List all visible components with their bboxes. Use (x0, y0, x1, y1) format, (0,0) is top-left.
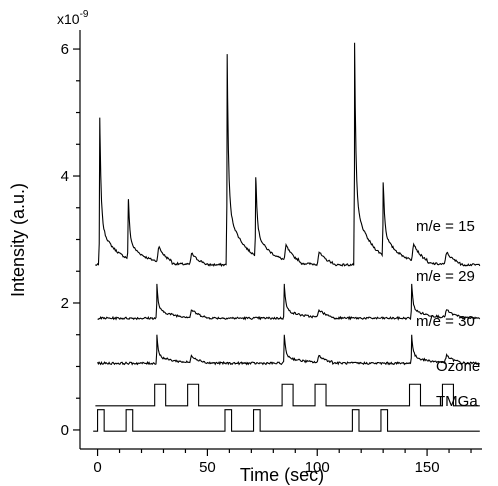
y-multiplier-label: x10-9 (57, 9, 89, 27)
trace-line-1 (97, 283, 481, 321)
x-tick-label: 150 (415, 459, 440, 476)
x-tick-label: 100 (305, 459, 330, 476)
y-tick-label: 6 (61, 41, 69, 58)
series-label: TMGa (436, 393, 478, 410)
series-label: m/e = 15 (416, 218, 475, 235)
y-multiplier-exponent: -9 (80, 9, 89, 20)
pulse-line-4 (93, 409, 480, 432)
y-tick-label: 0 (61, 422, 69, 439)
series-label: m/e = 30 (416, 313, 475, 330)
pulse-line-3 (95, 383, 480, 407)
y-tick-label: 4 (61, 168, 69, 185)
series-label: Ozone (436, 358, 480, 375)
series-label: m/e = 29 (416, 268, 475, 285)
y-tick-label: 2 (61, 295, 69, 312)
trace-group (93, 42, 481, 432)
y-axis-title: Intensity (a.u.) (8, 183, 28, 297)
x-axis-title: Time (sec) (240, 465, 324, 485)
series-label-group: m/e = 15 m/e = 29 m/e = 30 Ozone TMGa (416, 218, 480, 410)
x-tick-label: 0 (93, 459, 101, 476)
tick-group: 0 2 4 6 0 50 100 150 (61, 41, 472, 476)
x-tick-label: 50 (199, 459, 216, 476)
trace-line-0 (95, 42, 481, 267)
y-multiplier-base: x10 (57, 11, 80, 27)
trace-line-2 (97, 334, 481, 366)
